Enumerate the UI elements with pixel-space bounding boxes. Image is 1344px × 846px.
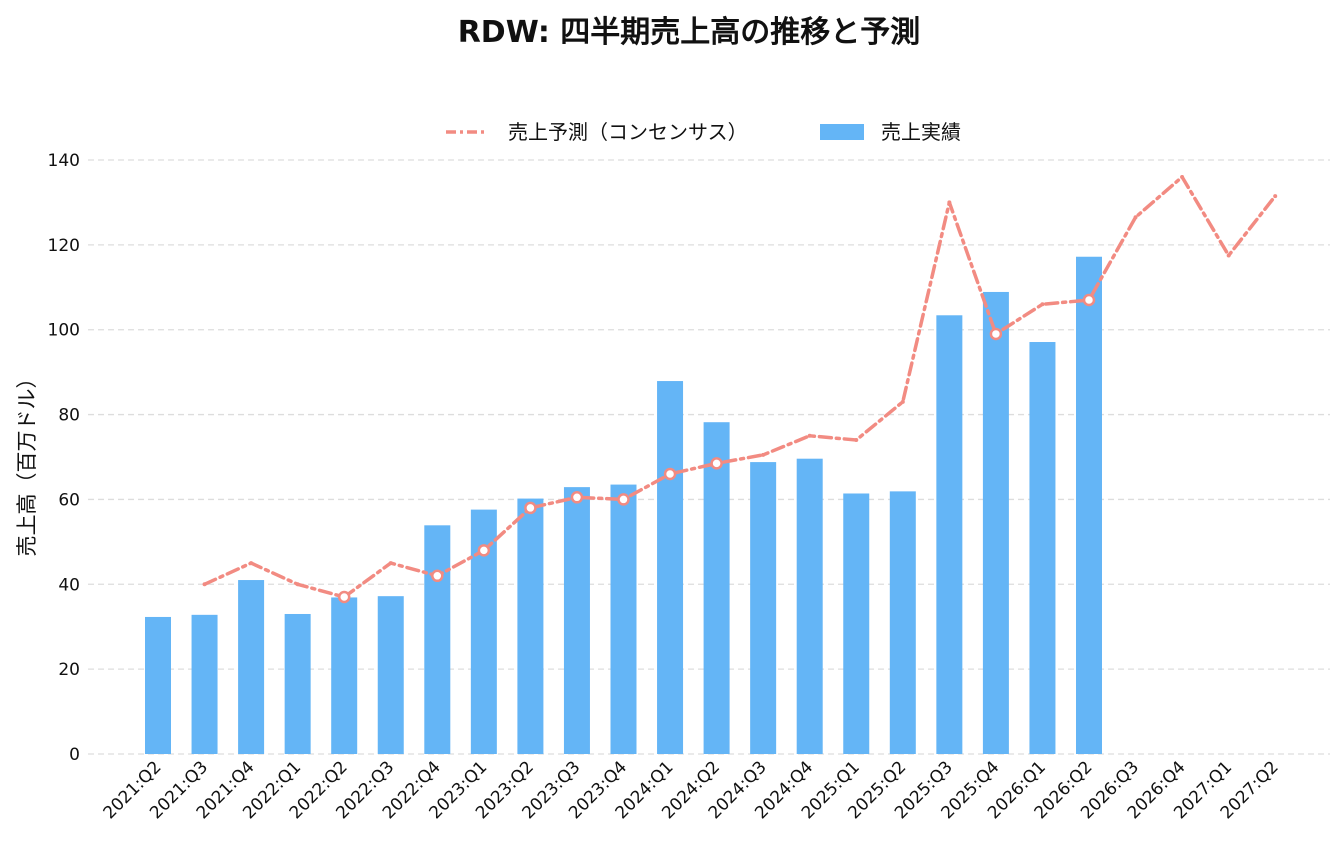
forecast-point [249,561,254,566]
forecast-point [663,467,677,481]
bar [936,315,963,754]
forecast-point [900,399,905,404]
legend-forecast-label: 売上予測（コンセンサス） [508,120,748,144]
bar [1029,342,1056,754]
forecast-point [854,438,859,443]
bar [610,484,637,754]
bar [657,381,684,754]
bar [982,291,1009,754]
forecast-point [1226,253,1231,258]
bar [843,493,870,754]
forecast-point [477,544,491,557]
bar [238,580,265,754]
bar [1076,256,1102,754]
legend: 売上予測（コンセンサス） 売上実績 [446,120,961,144]
forecast-point [388,561,393,566]
y-tick-label: 80 [58,406,80,426]
bar [703,422,730,754]
forecast-point [295,582,300,587]
bar [889,491,916,754]
forecast-point [947,200,952,205]
y-tick-label: 20 [58,660,80,680]
y-tick-label: 60 [58,490,80,510]
forecast-point [617,493,630,506]
y-axis-ticks: 0 20 40 60 80 100 120 140 [48,151,80,765]
forecast-line [202,175,1277,599]
forecast-point [807,433,812,438]
bar [424,525,451,754]
y-axis-label: 売上高（百万ドル） [15,368,39,557]
chart-title: RDW: 四半期売上高の推移と予測 [458,15,921,50]
forecast-point [524,501,537,515]
line-series [202,174,1278,604]
forecast-point [570,491,584,504]
forecast-point [1273,194,1278,199]
forecast-point [431,569,444,583]
legend-actual-label: 売上実績 [881,120,961,144]
y-tick-label: 0 [69,745,80,765]
bar-series [145,256,1102,754]
forecast-point [1133,215,1138,220]
forecast-point [989,327,1003,341]
forecast-point [1040,302,1045,307]
forecast-point [337,590,351,604]
y-tick-label: 100 [48,321,80,341]
bar [517,498,544,754]
bar [377,596,404,754]
bar [284,613,311,754]
bar [750,462,777,754]
forecast-point [710,457,723,470]
y-tick-label: 120 [48,236,80,256]
forecast-point [202,582,207,587]
y-tick-label: 140 [48,151,80,171]
bar [796,458,823,754]
legend-actual-swatch [820,124,864,140]
bar [191,614,218,754]
y-tick-label: 40 [58,575,80,595]
forecast-point [761,452,766,457]
bar [145,616,171,754]
bar [563,487,590,754]
x-axis-ticks: 2021:Q22021:Q32021:Q42022:Q12022:Q22022:… [100,757,1283,823]
forecast-point [1082,293,1096,307]
forecast-point [1180,174,1185,179]
bar [331,597,358,754]
